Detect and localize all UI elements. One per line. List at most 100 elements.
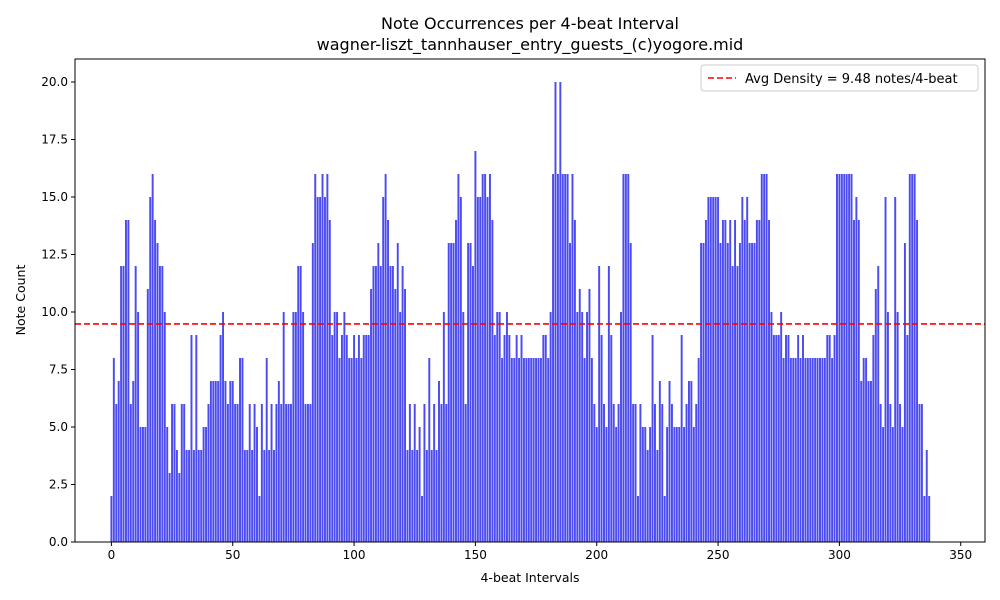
- bar: [896, 312, 899, 542]
- bar: [438, 381, 440, 542]
- bar: [302, 312, 305, 542]
- bar: [503, 335, 506, 542]
- bar: [260, 404, 263, 542]
- bar: [433, 404, 436, 542]
- legend-label: Avg Density = 9.48 notes/4-beat: [745, 72, 958, 87]
- bar: [484, 174, 487, 542]
- bar: [306, 404, 309, 542]
- bar: [141, 427, 144, 542]
- x-tick-label: 0: [108, 548, 116, 562]
- bar: [418, 427, 421, 542]
- bar: [755, 220, 758, 542]
- y-tick-label: 0.0: [49, 535, 68, 549]
- bar: [620, 312, 622, 542]
- bar: [891, 427, 894, 542]
- bar: [836, 174, 838, 542]
- bar: [918, 404, 921, 542]
- bar: [328, 220, 331, 542]
- bar: [685, 404, 688, 542]
- bar: [874, 289, 877, 542]
- bar: [374, 266, 377, 542]
- bar: [852, 220, 855, 542]
- bar: [115, 404, 118, 542]
- bar: [857, 220, 860, 542]
- bar: [353, 335, 356, 542]
- bar: [821, 358, 824, 542]
- bar: [814, 358, 817, 542]
- bar: [285, 404, 288, 542]
- bar: [828, 335, 831, 542]
- bar: [384, 174, 387, 542]
- bar: [532, 358, 535, 542]
- bar: [610, 335, 613, 542]
- bar: [704, 220, 707, 542]
- x-tick-label: 300: [828, 548, 851, 562]
- y-axis-ticks: 0.0 2.5 5.0 7.5 10.0 12.5 15.0 17.5 20.0: [41, 75, 75, 549]
- bar: [496, 312, 499, 542]
- bar: [843, 174, 846, 542]
- bar: [712, 197, 715, 542]
- legend-box: [700, 64, 979, 92]
- bar: [581, 312, 584, 542]
- bar: [738, 243, 741, 542]
- bar: [350, 358, 353, 542]
- bar: [598, 266, 601, 542]
- bar: [146, 289, 149, 542]
- plot-frame: [74, 58, 986, 543]
- bar: [445, 404, 448, 542]
- bar: [819, 358, 821, 542]
- bar: [925, 450, 928, 542]
- bar: [357, 335, 360, 542]
- bar: [913, 174, 916, 542]
- bar: [877, 266, 880, 542]
- bar: [127, 220, 130, 542]
- bar: [731, 266, 734, 542]
- bar: [248, 404, 251, 542]
- y-tick-label: 7.5: [49, 363, 68, 377]
- bar: [110, 496, 113, 542]
- bar: [838, 174, 841, 542]
- bar: [729, 220, 732, 542]
- bar: [697, 358, 700, 542]
- bar: [166, 427, 169, 542]
- bar: [632, 404, 635, 542]
- bar: [180, 404, 183, 542]
- bar: [389, 266, 392, 542]
- bar: [707, 197, 710, 542]
- bar: [644, 427, 647, 542]
- bar: [862, 358, 865, 542]
- bar: [702, 243, 705, 542]
- bar: [588, 289, 591, 542]
- bar: [797, 335, 800, 542]
- bar: [481, 174, 484, 542]
- bar: [622, 174, 625, 542]
- bar: [243, 450, 246, 542]
- bar: [816, 358, 819, 542]
- bar: [263, 450, 266, 542]
- bar: [770, 312, 773, 542]
- bar: [231, 381, 234, 542]
- bar: [617, 404, 620, 542]
- bar: [680, 335, 683, 542]
- bar: [544, 335, 547, 542]
- bar: [197, 450, 200, 542]
- bar: [224, 381, 227, 542]
- bar: [661, 404, 664, 542]
- bar: [692, 427, 695, 542]
- bar: [668, 381, 671, 542]
- bar: [175, 450, 178, 542]
- bar: [207, 404, 210, 542]
- bar: [590, 358, 593, 542]
- bar: [333, 312, 336, 542]
- bar: [457, 174, 460, 542]
- bar: [666, 427, 669, 542]
- bar: [472, 266, 474, 542]
- bar: [612, 404, 615, 542]
- bar: [129, 404, 132, 542]
- bar: [190, 335, 193, 542]
- bar: [867, 381, 870, 542]
- x-tick-label: 250: [707, 548, 730, 562]
- bar: [549, 312, 552, 542]
- bar: [413, 404, 416, 542]
- bar: [663, 496, 666, 542]
